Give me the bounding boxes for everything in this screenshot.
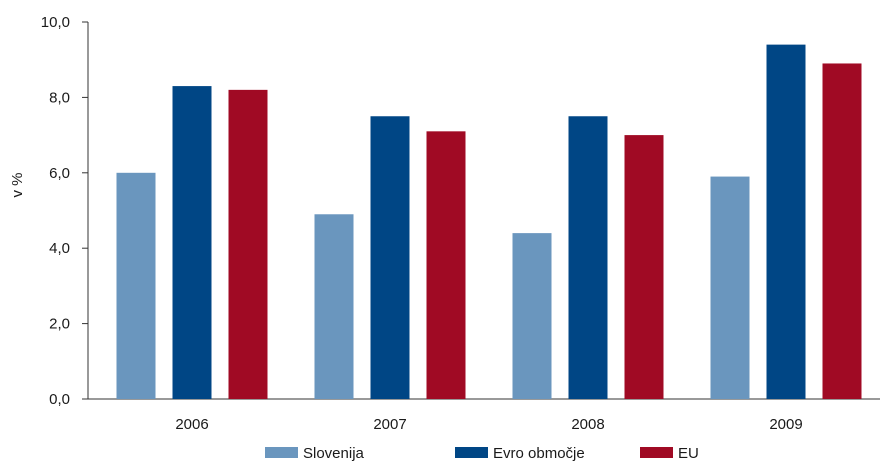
legend-swatch xyxy=(455,447,488,458)
bar-evro-obmo-je-2009 xyxy=(766,44,806,400)
bars xyxy=(116,44,862,400)
bar-slovenija-2007 xyxy=(314,214,354,399)
legend-label: Evro območje xyxy=(493,445,585,462)
legend-label: Slovenija xyxy=(303,445,365,462)
legend-swatch xyxy=(640,447,673,458)
legend-swatch xyxy=(265,447,298,458)
y-tick-label: 10,0 xyxy=(41,14,70,31)
y-tick-label: 0,0 xyxy=(49,391,70,408)
bar-eu-2009 xyxy=(822,63,862,399)
y-tick-label: 6,0 xyxy=(49,165,70,182)
bar-eu-2008 xyxy=(624,135,664,399)
y-tick-label: 4,0 xyxy=(49,240,70,257)
legend: Slovenija Evro območje EU xyxy=(265,445,699,462)
y-axis: 0,0 2,0 4,0 6,0 8,0 10,0 xyxy=(41,14,89,408)
bar-evro-obmo-je-2007 xyxy=(370,116,410,399)
y-axis-label: v % xyxy=(9,172,26,197)
y-tick-label: 2,0 xyxy=(49,316,70,333)
x-tick-label: 2006 xyxy=(175,416,208,433)
y-tick-label: 8,0 xyxy=(49,89,70,106)
bar-slovenija-2009 xyxy=(710,176,750,399)
x-tick-label: 2008 xyxy=(571,416,604,433)
bar-slovenija-2008 xyxy=(512,233,552,399)
bar-evro-obmo-je-2006 xyxy=(172,86,212,399)
bar-slovenija-2006 xyxy=(116,172,156,399)
x-axis: 2006 2007 2008 2009 xyxy=(88,398,880,433)
legend-label: EU xyxy=(678,445,699,462)
bar-eu-2006 xyxy=(228,89,268,400)
bar-eu-2007 xyxy=(426,131,466,399)
x-tick-label: 2007 xyxy=(373,416,406,433)
bar-evro-obmo-je-2008 xyxy=(568,116,608,399)
x-tick-label: 2009 xyxy=(769,416,802,433)
